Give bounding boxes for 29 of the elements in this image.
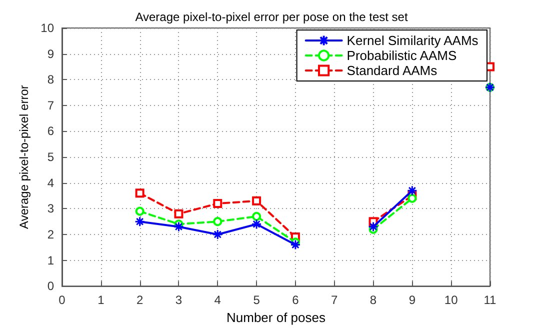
x-tick-label: 1 [98, 293, 105, 308]
y-tick-label: 10 [40, 21, 54, 35]
y-tick-label: 9 [47, 46, 54, 61]
x-tick-label: 2 [136, 293, 144, 308]
x-tick-label: 3 [175, 293, 182, 308]
chart-title: Average pixel-to-pixel error per pose on the test set [135, 10, 408, 24]
y-axis-title: Average pixel-to-pixel error [16, 85, 31, 229]
x-tick-label: 4 [214, 293, 222, 308]
y-tick-label: 5 [47, 150, 54, 164]
y-tick-label: 6 [47, 124, 54, 138]
x-axis-title: Number of poses [226, 310, 326, 325]
y-tick-label: 1 [47, 253, 54, 268]
y-tick-label: 4 [47, 176, 54, 190]
x-tick-label: 6 [292, 293, 300, 308]
y-tick-label: 2 [47, 227, 54, 242]
y-tick-label: 0 [47, 279, 54, 294]
y-tick-label: 7 [47, 98, 54, 112]
legend-label: Probabilistic AAMS [346, 48, 457, 63]
y-tick-label: 3 [47, 202, 54, 216]
x-tick-label: 5 [253, 293, 260, 308]
x-tick-label: 0 [58, 293, 66, 308]
x-tick-label: 9 [408, 293, 416, 308]
x-tick-label: 10 [444, 293, 458, 308]
y-tick-label: 8 [47, 72, 54, 87]
legend-label: Kernel Similarity AAMs [346, 33, 479, 48]
x-tick-label: 11 [484, 293, 497, 308]
x-tick-label: 7 [331, 293, 338, 308]
legend-label: Standard AAMs [346, 63, 438, 78]
x-tick-label: 8 [370, 293, 377, 308]
